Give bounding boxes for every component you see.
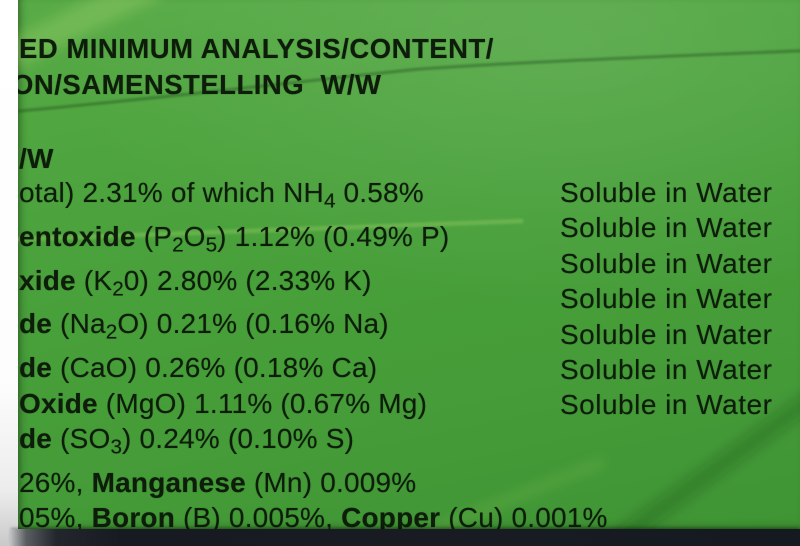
solubility-note: Soluble in Water xyxy=(560,283,773,315)
analysis-text-segment: 4 xyxy=(323,189,336,213)
solubility-note: Soluble in Water xyxy=(560,318,773,350)
analysis-text-segment: 2 xyxy=(112,276,124,300)
analysis-text-segment: de xyxy=(19,422,53,454)
analysis-text-segment: 2 xyxy=(172,233,184,257)
analysis-text-segment: (P xyxy=(135,220,173,252)
analysis-text-segment: de xyxy=(19,308,53,340)
solubility-note: Soluble in Water xyxy=(560,247,773,279)
header-line-2: ON/SAMENSTELLING W/W xyxy=(18,68,382,100)
analysis-text-segment: 05%, xyxy=(19,502,92,529)
analysis-text-segment: 26%, xyxy=(19,466,92,498)
analysis-text-segment: Copper xyxy=(341,502,441,529)
analysis-text-segment: (MgO) 1.11% (0.67% Mg) xyxy=(97,387,428,419)
solubility-note: Soluble in Water xyxy=(560,389,773,421)
analysis-row: xide (K20) 2.80% (2.33% K) xyxy=(19,263,608,307)
analysis-text-segment: 3 xyxy=(110,435,122,459)
analysis-header: ED MINIMUM ANALYSIS/CONTENT/ ON/SAMENSTE… xyxy=(18,31,494,102)
analysis-text-segment: de xyxy=(19,352,53,384)
analysis-text-segment: O xyxy=(183,220,206,252)
photo-bottom-strip xyxy=(10,529,800,546)
analysis-text-segment: Oxide xyxy=(19,387,98,419)
fertilizer-bag-label: ED MINIMUM ANALYSIS/CONTENT/ ON/SAMENSTE… xyxy=(18,0,800,529)
analysis-text-segment: otal) 2.31% of which NH xyxy=(19,177,324,208)
analysis-text-segment: xide xyxy=(19,264,76,296)
analysis-text-segment: 0.58% xyxy=(335,177,424,208)
solubility-note: Soluble in Water xyxy=(560,212,773,244)
analysis-text-segment: 0) 2.80% (2.33% K) xyxy=(123,264,372,296)
analysis-row: de (Na2O) 0.21% (0.16% Na) xyxy=(19,306,608,350)
analysis-row: 05%, Boron (B) 0.005%, Copper (Cu) 0.001… xyxy=(19,500,608,529)
analysis-text-segment: (Cu) 0.001% xyxy=(440,502,608,529)
ww-unit-fragment: /W xyxy=(19,143,54,174)
analysis-row: de (SO3) 0.24% (0.10% S) xyxy=(19,421,608,465)
analysis-text-segment: 5 xyxy=(205,233,218,257)
analysis-text-segment: O) 0.21% (0.16% Na) xyxy=(117,308,389,340)
analysis-text-segment: (CaO) 0.26% (0.18% Ca) xyxy=(52,352,378,384)
solubility-note: Soluble in Water xyxy=(560,354,773,386)
analysis-text-segment: (B) 0.005%, xyxy=(175,502,342,529)
analysis-text-segment: Boron xyxy=(91,502,176,529)
analysis-text-segment: (Mn) 0.009% xyxy=(245,466,417,498)
page-margin-white-strip xyxy=(0,0,18,546)
analysis-text-segment: ) 0.24% (0.10% S) xyxy=(121,422,355,454)
analysis-text-segment: ) 1.12% (0.49% P) xyxy=(217,220,450,252)
analysis-text-segment: (Na xyxy=(52,308,106,340)
analysis-row: Oxide (MgO) 1.11% (0.67% Mg) xyxy=(19,386,608,421)
analysis-text-segment: (SO xyxy=(52,422,111,454)
solubility-note: Soluble in Water xyxy=(560,177,773,208)
analysis-text-segment: (K xyxy=(75,264,113,296)
header-line-1: ED MINIMUM ANALYSIS/CONTENT/ xyxy=(19,33,494,64)
analysis-rows: otal) 2.31% of which NH4 0.58% entoxide (… xyxy=(19,175,608,529)
analysis-text-segment: entoxide xyxy=(19,220,136,252)
solubility-column: Soluble in Water Soluble in Water Soluble … xyxy=(560,175,772,423)
analysis-row: 26%, Manganese (Mn) 0.009% xyxy=(19,465,608,500)
analysis-text-segment: Manganese xyxy=(91,466,246,498)
analysis-text-segment: 2 xyxy=(105,320,118,344)
analysis-row: de (CaO) 0.26% (0.18% Ca) xyxy=(19,350,608,385)
analysis-row: entoxide (P2O5) 1.12% (0.49% P) xyxy=(19,219,608,263)
analysis-row: otal) 2.31% of which NH4 0.58% xyxy=(19,175,608,219)
